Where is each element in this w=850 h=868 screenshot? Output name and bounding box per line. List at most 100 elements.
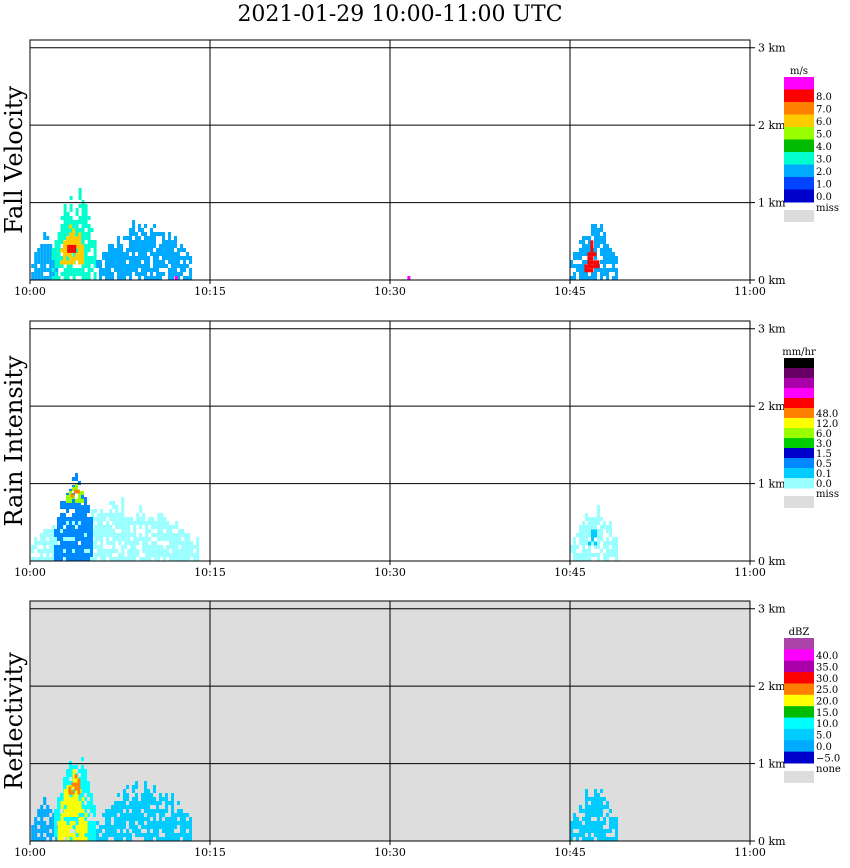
echo-cell — [90, 541, 93, 545]
echo-cell — [135, 236, 138, 240]
echo-cell — [81, 200, 85, 204]
echo-cell — [166, 549, 170, 553]
echo-cell — [120, 805, 123, 809]
echo-cell — [187, 549, 191, 553]
echo-cell — [141, 813, 144, 817]
echo-cell — [142, 557, 146, 561]
echo-cell — [172, 557, 176, 561]
echo-cell — [57, 240, 61, 244]
echo-cell — [135, 256, 138, 260]
echo-cell — [597, 529, 600, 533]
echo-cell — [168, 236, 171, 240]
echo-cell — [121, 529, 125, 533]
echo-cell — [159, 252, 162, 256]
echo-cell — [150, 252, 153, 256]
echo-cell — [34, 829, 38, 833]
echo-cell — [597, 805, 600, 809]
echo-cell — [69, 521, 72, 525]
echo-cell — [105, 268, 108, 272]
echo-cell — [105, 272, 108, 276]
echo-cell — [78, 837, 82, 841]
echo-cell — [81, 513, 84, 517]
echo-cell — [120, 276, 123, 280]
echo-cell — [69, 260, 72, 265]
echo-cell — [84, 825, 88, 829]
echo-cell — [78, 557, 81, 561]
echo-cell — [63, 276, 67, 280]
echo-cell — [55, 537, 59, 541]
echo-cell — [186, 821, 189, 825]
echo-cell — [606, 553, 609, 557]
echo-cell — [120, 248, 123, 252]
echo-cell — [606, 256, 609, 260]
echo-cell — [576, 545, 579, 549]
echo-cell — [66, 236, 69, 241]
echo-cell — [582, 533, 585, 537]
echo-cell — [594, 797, 597, 801]
echo-cell — [588, 248, 591, 252]
echo-cell — [43, 797, 47, 801]
echo-cell — [60, 228, 64, 232]
echo-cell — [150, 801, 153, 805]
echo-cell — [147, 833, 150, 837]
echo-cell — [588, 825, 591, 829]
echo-cell — [87, 260, 91, 264]
echo-cell — [138, 809, 141, 813]
echo-cell — [144, 236, 147, 240]
echo-cell — [103, 529, 107, 533]
echo-cell — [114, 833, 117, 837]
echo-cell — [46, 553, 50, 557]
echo-cell — [57, 232, 61, 236]
echo-cell — [141, 248, 144, 252]
echo-cell — [40, 268, 44, 272]
echo-cell — [600, 525, 603, 529]
echo-cell — [582, 549, 585, 553]
echo-cell — [52, 529, 56, 533]
echo-cell — [573, 825, 576, 829]
echo-cell — [81, 256, 84, 261]
echo-cell — [105, 825, 108, 829]
echo-cell — [43, 541, 47, 545]
echo-cell — [46, 805, 50, 809]
echo-cell — [130, 545, 134, 549]
height-tick-label: 0 km — [758, 835, 786, 848]
echo-cell — [181, 557, 185, 561]
echo-cell — [127, 521, 131, 525]
echo-cell — [54, 809, 57, 813]
echo-cell — [159, 813, 162, 817]
echo-cell — [57, 809, 60, 813]
echo-cell — [615, 276, 618, 280]
echo-cell — [60, 829, 64, 833]
echo-cell — [597, 833, 600, 837]
echo-cell — [585, 248, 588, 252]
echo-cell — [100, 549, 104, 553]
echo-cell — [75, 509, 78, 513]
echo-cell — [168, 276, 171, 280]
echo-cell — [57, 236, 61, 240]
echo-cell — [94, 529, 98, 533]
echo-cell — [69, 837, 72, 841]
echo-cell — [570, 833, 573, 837]
echo-cell — [69, 773, 72, 777]
echo-cell — [60, 513, 63, 517]
echo-cell — [600, 821, 603, 825]
echo-cell — [124, 557, 128, 561]
echo-cell — [52, 272, 56, 276]
echo-cell — [138, 248, 141, 252]
echo-cell — [108, 268, 111, 272]
echo-cell — [84, 837, 88, 841]
echo-cell — [579, 809, 582, 813]
echo-cell — [591, 521, 594, 525]
echo-cell — [84, 553, 87, 557]
echo-cell — [594, 529, 597, 534]
echo-cell — [93, 821, 96, 825]
echo-cell — [175, 541, 179, 545]
echo-cell — [579, 272, 582, 276]
echo-cell — [46, 825, 50, 829]
echo-cell — [153, 244, 156, 248]
echo-cell — [111, 256, 114, 260]
echo-cell — [72, 545, 75, 549]
echo-cell — [69, 541, 72, 545]
echo-cell — [159, 809, 162, 813]
echo-cell — [600, 224, 603, 228]
